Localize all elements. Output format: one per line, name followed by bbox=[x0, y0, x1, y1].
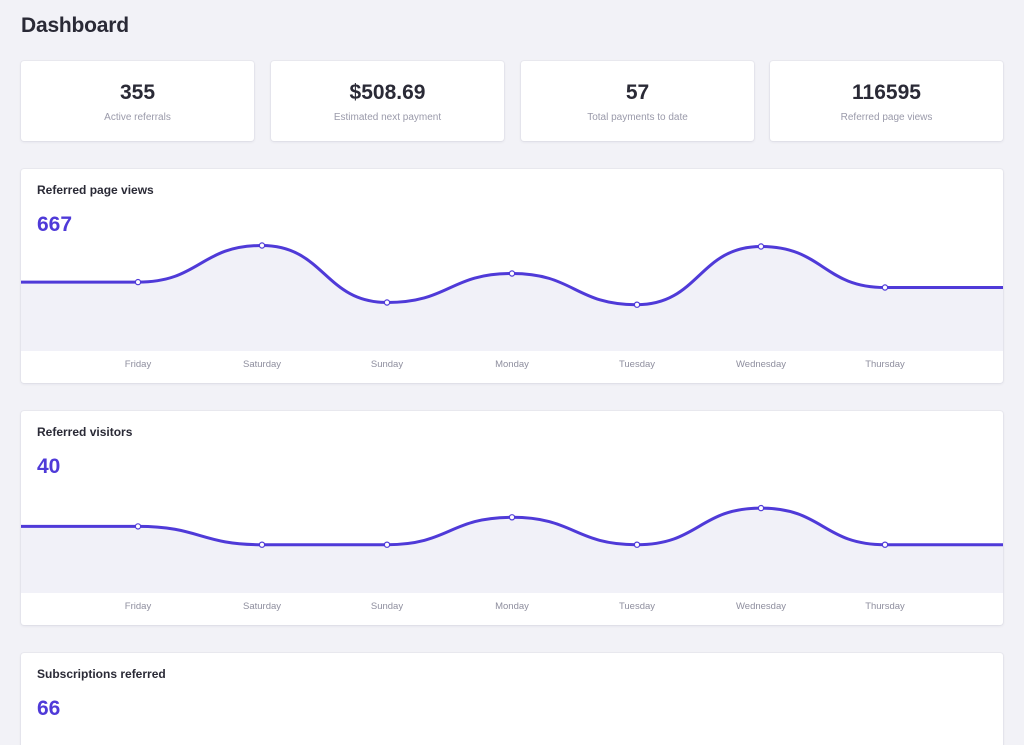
x-tick-label-friday: Friday bbox=[125, 601, 152, 612]
x-tick-label-monday: Monday bbox=[495, 359, 529, 370]
chart-point-friday bbox=[134, 523, 142, 530]
chart-point-wednesday bbox=[757, 243, 765, 250]
chart-point-friday bbox=[134, 278, 142, 286]
chart-point-sunday bbox=[383, 541, 391, 548]
chart-point-saturday bbox=[258, 242, 266, 249]
x-tick-label-thursday: Thursday bbox=[865, 601, 905, 612]
x-tick-label-tuesday: Tuesday bbox=[619, 359, 655, 370]
chart-card-referred-page-views: Friday Saturday Sunday Monday Tuesday Wednesd… bbox=[21, 169, 1003, 383]
x-tick-label-wednesday: Wednesday bbox=[736, 359, 786, 370]
stat-card-referred-page-views: 116595 Referred page views bbox=[770, 61, 1003, 141]
referred-page-views-chart: Friday Saturday Sunday Monday Tuesday Wednesd… bbox=[21, 242, 1003, 370]
chart-area-fill bbox=[21, 245, 1003, 351]
chart-area-fill bbox=[21, 508, 1003, 593]
stat-card-estimated-next-payment: $508.69 Estimated next payment bbox=[271, 61, 504, 141]
stat-label: Estimated next payment bbox=[333, 112, 442, 123]
stat-value: 116595 bbox=[852, 81, 921, 104]
chart-total: 667 bbox=[37, 213, 73, 236]
chart-point-monday bbox=[508, 270, 516, 277]
stat-value: 355 bbox=[119, 81, 156, 104]
x-tick-label-wednesday: Wednesday bbox=[736, 601, 786, 612]
chart-title: Referred visitors bbox=[37, 425, 133, 439]
x-tick-label-saturday: Saturday bbox=[243, 601, 281, 612]
chart-point-thursday bbox=[881, 284, 889, 291]
stat-card-total-payments: 57 Total payments to date bbox=[521, 61, 754, 141]
x-tick-label-tuesday: Tuesday bbox=[619, 601, 655, 612]
x-tick-label-monday: Monday bbox=[495, 601, 529, 612]
chart-point-monday bbox=[508, 514, 516, 521]
x-tick-label-sunday: Sunday bbox=[371, 359, 403, 370]
stat-value: $508.69 bbox=[349, 81, 426, 104]
chart-card-subscriptions-referred: Subscriptions referred 66 bbox=[21, 653, 1003, 745]
chart-point-tuesday bbox=[633, 541, 641, 548]
stat-label: Referred page views bbox=[840, 112, 933, 123]
chart-point-sunday bbox=[383, 299, 391, 306]
x-tick-label-thursday: Thursday bbox=[865, 359, 905, 370]
stat-card-active-referrals: 355 Active referrals bbox=[21, 61, 254, 141]
chart-point-wednesday bbox=[757, 504, 765, 512]
x-tick-label-saturday: Saturday bbox=[243, 359, 281, 370]
page-title: Dashboard bbox=[21, 14, 129, 37]
chart-point-saturday bbox=[258, 541, 266, 548]
chart-title: Referred page views bbox=[37, 183, 154, 197]
stat-label: Total payments to date bbox=[587, 112, 688, 123]
x-tick-label-sunday: Sunday bbox=[371, 601, 403, 612]
referred-visitors-chart: Friday Saturday Sunday Monday Tuesday Wednesd… bbox=[21, 504, 1003, 612]
chart-point-tuesday bbox=[633, 301, 641, 308]
chart-total: 66 bbox=[37, 697, 61, 720]
chart-total: 40 bbox=[37, 455, 61, 478]
stat-label: Active referrals bbox=[104, 112, 171, 123]
chart-title: Subscriptions referred bbox=[37, 667, 166, 681]
chart-point-thursday bbox=[881, 541, 889, 548]
x-tick-label-friday: Friday bbox=[125, 359, 152, 370]
chart-card-referred-visitors: Friday Saturday Sunday Monday Tuesday Wednesd… bbox=[21, 411, 1003, 625]
stat-value: 57 bbox=[625, 81, 650, 104]
